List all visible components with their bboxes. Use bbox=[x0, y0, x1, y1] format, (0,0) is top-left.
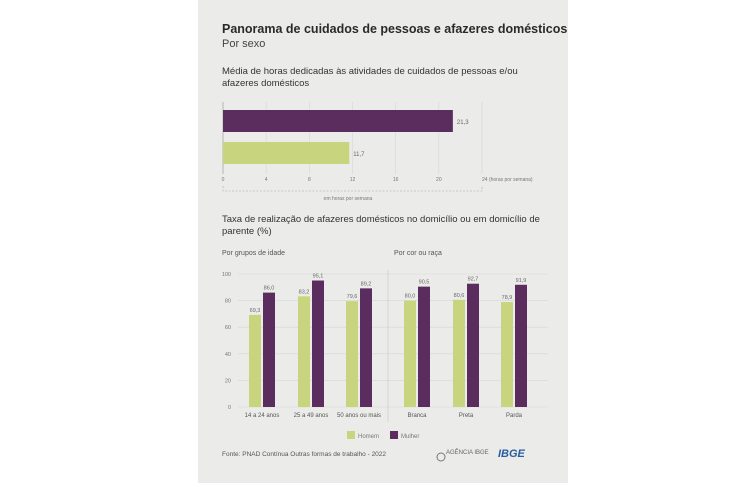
age-bar-label: 79,6 bbox=[347, 294, 358, 300]
page-title: Panorama de cuidados de pessoas e afazer… bbox=[222, 22, 568, 36]
rate-y-tick: 40 bbox=[225, 352, 231, 358]
hours-bar-homem bbox=[223, 142, 350, 164]
race-category-label: Branca bbox=[407, 413, 427, 419]
hours-x-tick: 4 bbox=[265, 177, 268, 183]
age-chart-subtitle: Por grupos de idade bbox=[222, 250, 286, 257]
agencia-logo-text: AGÊNCIA IBGE bbox=[446, 450, 489, 456]
age-bar-homem bbox=[298, 296, 310, 407]
race-chart-subtitle: Por cor ou raça bbox=[394, 250, 442, 257]
race-bar-mulher bbox=[467, 283, 479, 407]
age-bar-mulher bbox=[312, 280, 324, 407]
rate-chart-title: Taxa de realização de afazeres doméstico… bbox=[222, 214, 540, 237]
rate-y-tick: 60 bbox=[225, 325, 231, 331]
age-bar-label: 83,2 bbox=[299, 289, 310, 295]
race-bar-homem bbox=[404, 300, 416, 407]
age-bar-homem bbox=[249, 314, 261, 407]
race-bar-label: 90,5 bbox=[419, 280, 430, 286]
age-category-label: 25 a 49 anos bbox=[294, 413, 329, 419]
race-bar-mulher bbox=[418, 286, 430, 407]
agencia-emblem-icon bbox=[436, 452, 446, 462]
legend-homem-label: Homem bbox=[358, 434, 379, 440]
hours-bar-mulher bbox=[223, 110, 453, 132]
rate-y-tick: 100 bbox=[222, 272, 231, 278]
hours-x-label: em horas por semana bbox=[324, 196, 373, 202]
charts-canvas: 0 4 8 12 16 20 24 (horas por semana) 21,3 11,7 em… bbox=[222, 102, 548, 462]
race-bar-homem bbox=[453, 299, 465, 407]
race-category-label: Preta bbox=[459, 413, 474, 419]
legend-mulher-swatch bbox=[390, 431, 398, 439]
age-bar-label: 86,0 bbox=[264, 286, 275, 292]
rate-y-tick: 0 bbox=[228, 405, 231, 411]
hours-bar-label: 11,7 bbox=[353, 152, 365, 158]
hours-bar-label: 21,3 bbox=[457, 120, 469, 126]
rate-y-tick: 80 bbox=[225, 299, 231, 305]
legend-mulher-label: Mulher bbox=[401, 434, 419, 440]
hours-xlabel-bracket bbox=[222, 186, 483, 192]
age-bar-label: 69,3 bbox=[250, 308, 261, 314]
hours-x-tick: 8 bbox=[308, 177, 311, 183]
age-category-label: 50 anos ou mais bbox=[337, 413, 381, 419]
race-bar-homem bbox=[501, 302, 513, 407]
race-bar-label: 80,0 bbox=[405, 294, 416, 300]
race-bar-label: 92,7 bbox=[468, 277, 479, 283]
age-category-label: 14 a 24 anos bbox=[245, 413, 280, 419]
ibge-logo: IBGE bbox=[498, 448, 525, 460]
race-bar-label: 80,6 bbox=[454, 293, 465, 299]
race-bar-label: 78,9 bbox=[502, 295, 513, 301]
age-bar-label: 89,2 bbox=[361, 281, 372, 287]
hours-x-tick: 20 bbox=[436, 177, 442, 183]
rate-y-tick: 20 bbox=[225, 378, 231, 384]
agencia-ibge-logo: AGÊNCIA IBGE bbox=[446, 450, 489, 456]
infographic-card: Panorama de cuidados de pessoas e afazer… bbox=[198, 0, 568, 483]
hours-chart-title: Média de horas dedicadas às atividades d… bbox=[222, 66, 518, 89]
race-bar-label: 91,9 bbox=[516, 278, 527, 284]
hours-x-tick: 16 bbox=[393, 177, 399, 183]
race-bar-mulher bbox=[515, 284, 527, 407]
hours-x-tick: 12 bbox=[350, 177, 356, 183]
age-bar-homem bbox=[346, 301, 358, 407]
hours-x-tick: 24 (horas por semana) bbox=[482, 177, 533, 183]
age-bar-label: 95,1 bbox=[313, 274, 324, 280]
legend-homem-swatch bbox=[347, 431, 355, 439]
page-subtitle: Por sexo bbox=[222, 38, 266, 50]
race-category-label: Parda bbox=[506, 413, 523, 419]
age-bar-mulher bbox=[360, 288, 372, 407]
age-bar-mulher bbox=[263, 292, 275, 407]
hours-x-tick: 0 bbox=[222, 177, 225, 183]
source-note: Fonte: PNAD Contínua Outras formas de tr… bbox=[222, 451, 387, 458]
